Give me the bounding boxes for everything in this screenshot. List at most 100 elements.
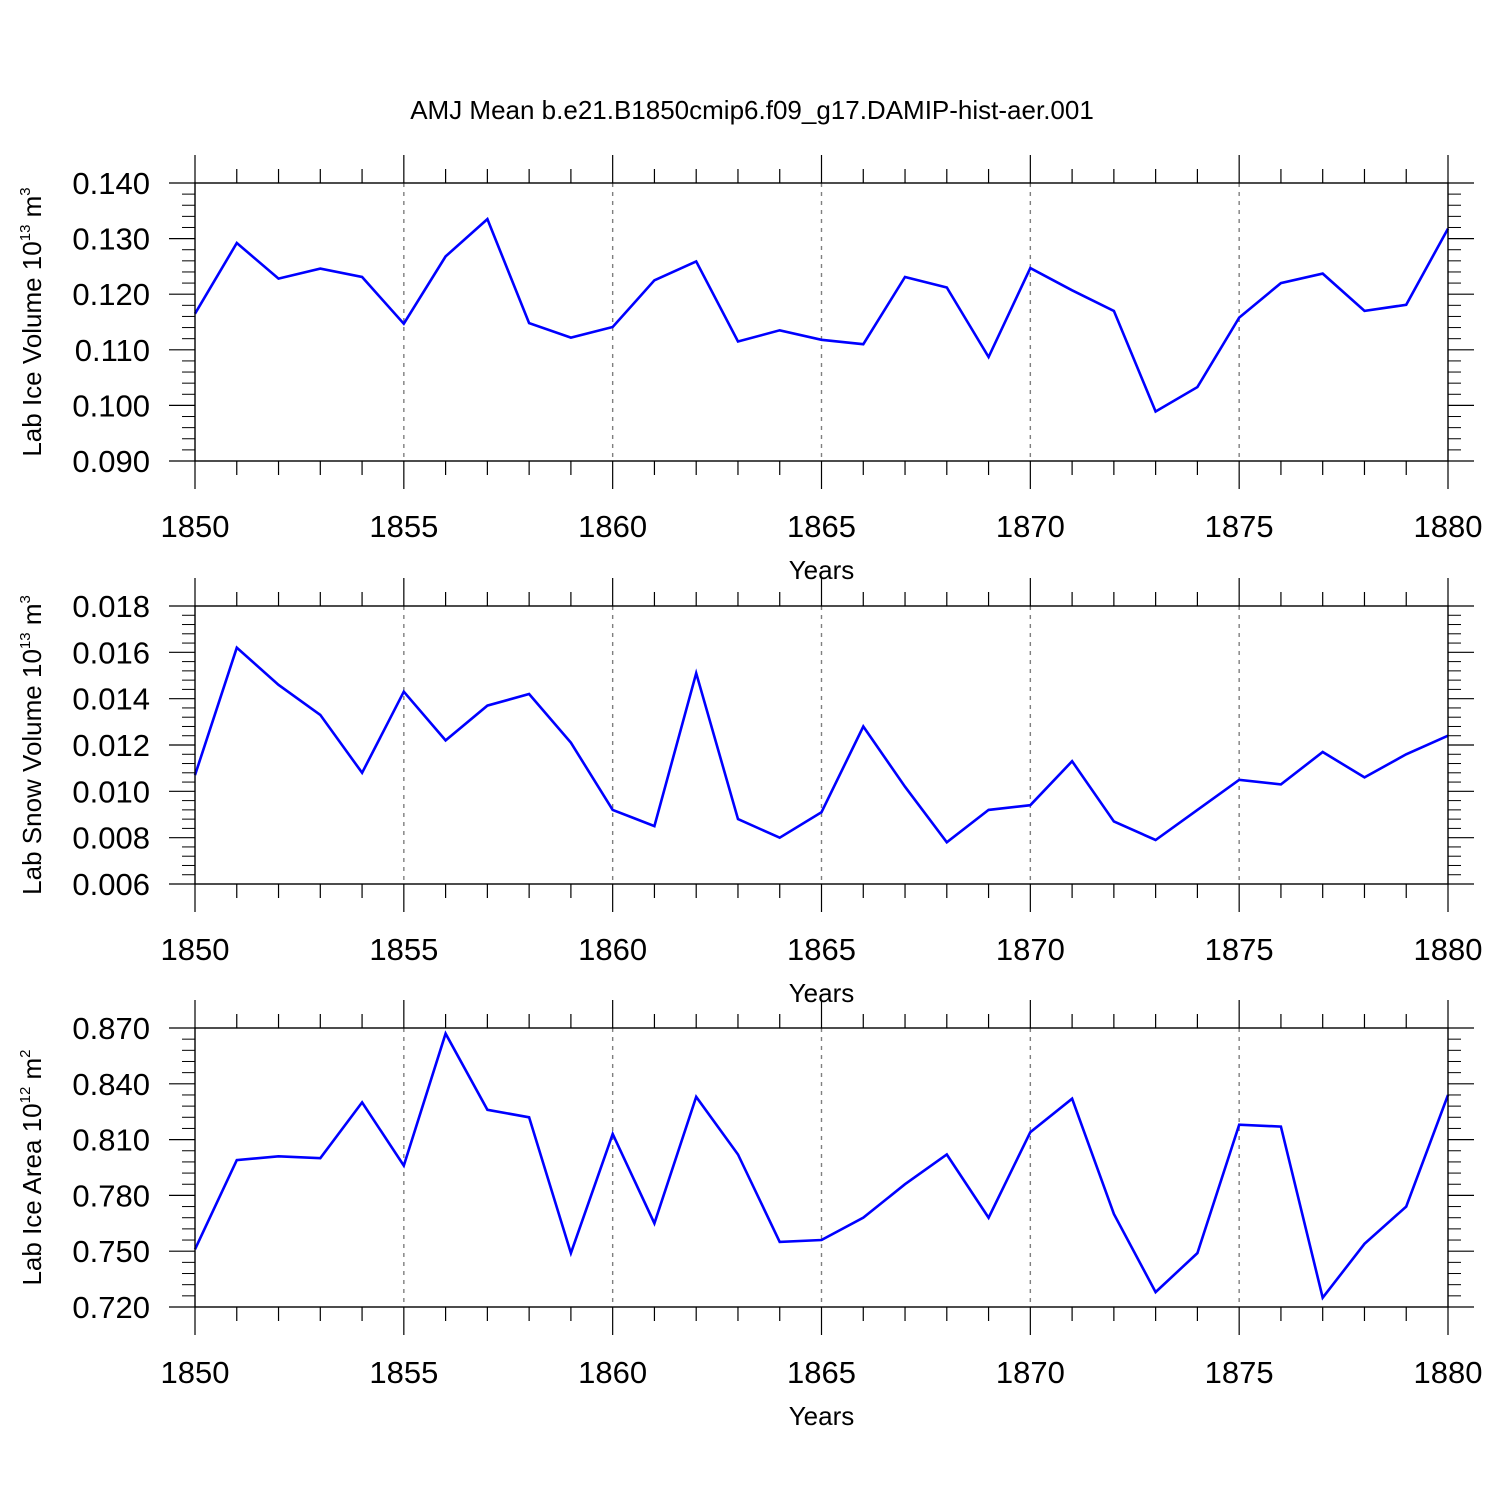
data-point — [1195, 385, 1199, 389]
series-line — [193, 216, 1450, 414]
data-point — [736, 340, 740, 344]
y-axis-label-part: Lab Ice Volume 10 — [17, 241, 47, 456]
data-point — [1363, 775, 1367, 779]
data-point — [235, 1158, 239, 1162]
y-axis-label-superscript: 13 — [17, 225, 34, 242]
data-point — [778, 836, 782, 840]
x-axis-label: Years — [789, 1401, 855, 1431]
data-point — [1195, 1251, 1199, 1255]
data-point — [652, 1221, 656, 1225]
data-point — [1363, 309, 1367, 313]
data-point — [1237, 778, 1241, 782]
y-tick-label: 0.110 — [75, 333, 150, 368]
x-tick-label: 1850 — [161, 1355, 230, 1390]
x-tick-label: 1865 — [787, 509, 856, 544]
y-tick-label: 0.140 — [72, 166, 150, 201]
data-point — [402, 1164, 406, 1168]
x-tick-label: 1860 — [578, 932, 647, 967]
x-tick-label: 1870 — [996, 932, 1065, 967]
data-point — [1321, 750, 1325, 754]
x-tick-label: 1870 — [996, 1355, 1065, 1390]
data-point — [235, 646, 239, 650]
x-tick-label: 1880 — [1414, 509, 1483, 544]
data-point — [903, 785, 907, 789]
data-point — [1363, 1242, 1367, 1246]
data-point — [1237, 1123, 1241, 1127]
x-tick-label: 1875 — [1205, 932, 1274, 967]
x-tick-label: 1875 — [1205, 1355, 1274, 1390]
x-tick-label: 1855 — [369, 509, 438, 544]
data-point — [820, 338, 824, 342]
data-point — [1404, 303, 1408, 307]
data-point — [945, 840, 949, 844]
y-tick-label: 0.840 — [72, 1067, 150, 1102]
x-tick-label: 1860 — [578, 1355, 647, 1390]
data-point — [611, 808, 615, 812]
y-axis-label-part: m — [17, 196, 47, 225]
y-tick-label: 0.130 — [72, 222, 150, 257]
data-point — [1028, 803, 1032, 807]
data-point — [360, 1100, 364, 1104]
y-tick-label: 0.012 — [72, 728, 150, 763]
x-tick-label: 1855 — [369, 1355, 438, 1390]
data-point — [527, 1115, 531, 1119]
data-point — [277, 683, 281, 687]
data-point — [1279, 1125, 1283, 1129]
data-point — [987, 355, 991, 359]
figure-title: AMJ Mean b.e21.B1850cmip6.f09_g17.DAMIP-… — [410, 95, 1094, 125]
data-point — [694, 671, 698, 675]
chart-panel-1: 0.090 0.100 0.110 0.120 0.130 0.140 1850 1855 18… — [17, 155, 1482, 585]
data-point — [569, 336, 573, 340]
data-point — [277, 1154, 281, 1158]
data-point — [611, 1132, 615, 1136]
chart-panel-2: 0.006 0.008 0.010 0.012 0.014 0.016 0.018 1850 1… — [17, 578, 1482, 1008]
data-point — [485, 704, 489, 708]
x-tick-label: 1860 — [578, 509, 647, 544]
data-point — [611, 325, 615, 329]
y-tick-label: 0.008 — [72, 821, 150, 856]
y-axis-label-superscript: 12 — [17, 1087, 34, 1104]
y-tick-label: 0.016 — [72, 635, 150, 670]
data-point — [444, 1032, 448, 1036]
data-point — [694, 1095, 698, 1099]
data-point — [485, 217, 489, 221]
data-point — [569, 1251, 573, 1255]
data-point — [318, 713, 322, 717]
data-point — [987, 1216, 991, 1220]
series-line — [193, 645, 1449, 845]
data-point — [1321, 1296, 1325, 1300]
y-tick-label: 0.018 — [72, 589, 150, 624]
data-point — [1070, 288, 1074, 292]
x-tick-label: 1870 — [996, 509, 1065, 544]
data-point — [1279, 782, 1283, 786]
y-axis-label: Lab Snow Volume 1013 m3 — [17, 595, 47, 895]
data-point — [861, 342, 865, 346]
data-point — [444, 254, 448, 258]
y-axis-label-part: m — [17, 604, 47, 633]
y-axis-label-superscript: 2 — [17, 1049, 34, 1057]
data-point — [1070, 759, 1074, 763]
y-axis-label: Lab Ice Area 1012 m2 — [17, 1049, 47, 1285]
data-point — [945, 286, 949, 290]
data-point — [861, 725, 865, 729]
data-point — [820, 1238, 824, 1242]
data-point — [820, 810, 824, 814]
x-tick-label: 1875 — [1205, 509, 1274, 544]
y-axis-label-superscript: 3 — [17, 595, 34, 603]
data-point — [360, 771, 364, 775]
data-point — [1112, 820, 1116, 824]
data-point — [1195, 808, 1199, 812]
x-tick-label: 1880 — [1414, 932, 1483, 967]
data-point — [861, 1216, 865, 1220]
data-point — [987, 808, 991, 812]
x-tick-label: 1865 — [787, 932, 856, 967]
x-tick-label: 1850 — [161, 509, 230, 544]
data-point — [1112, 1212, 1116, 1216]
y-tick-label: 0.010 — [72, 774, 150, 809]
data-point — [736, 1153, 740, 1157]
chart-panel-3: 0.720 0.750 0.780 0.810 0.840 0.870 1850 1855 18… — [17, 1000, 1482, 1431]
data-point — [778, 1240, 782, 1244]
data-point — [1154, 838, 1158, 842]
data-point — [694, 259, 698, 263]
